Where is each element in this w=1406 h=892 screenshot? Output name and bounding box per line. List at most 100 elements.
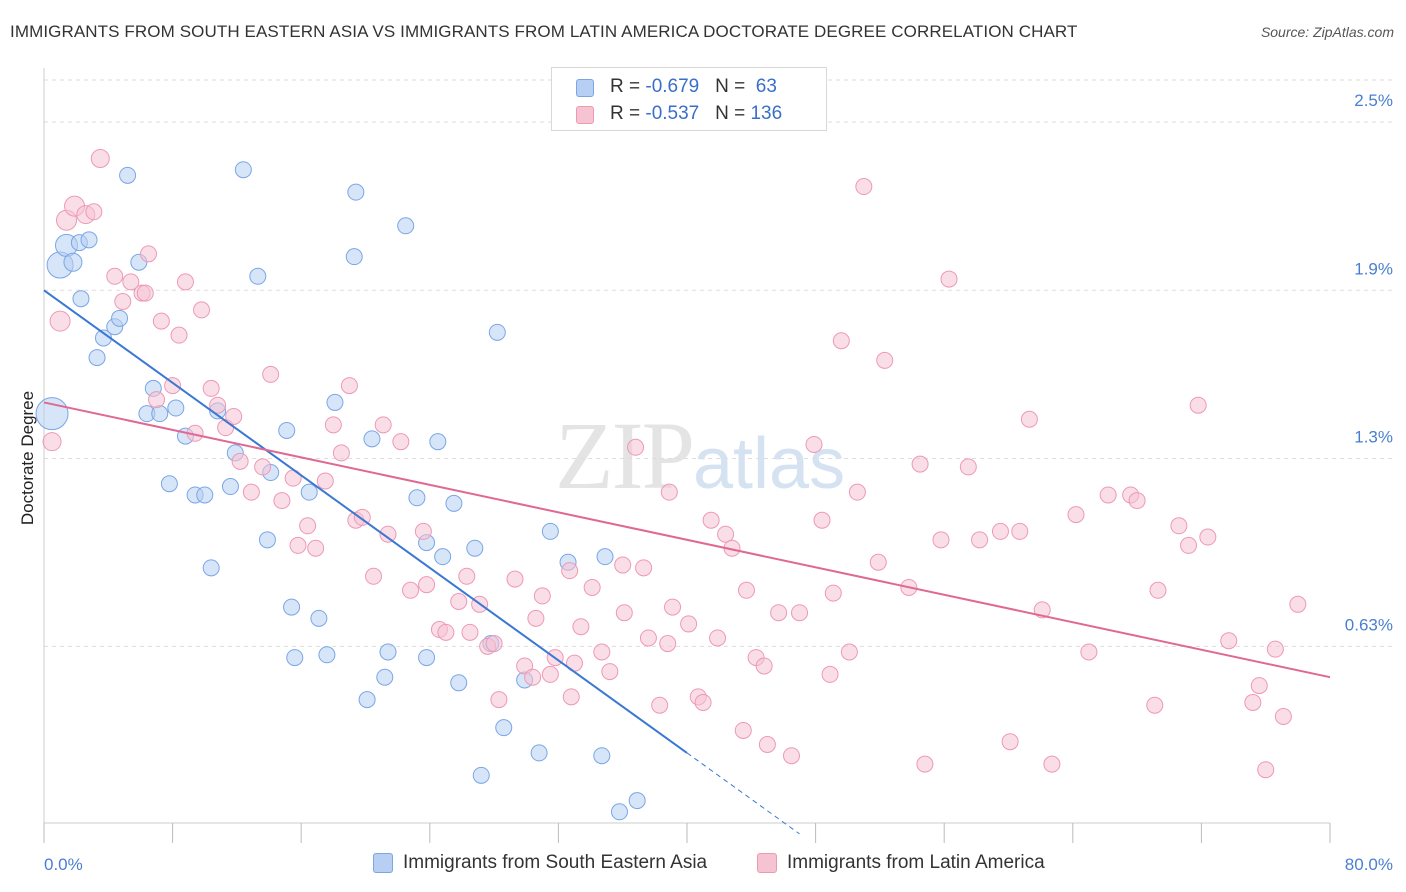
latin-point (932, 531, 950, 549)
bottom-legend-label-latin: Immigrants from Latin America (787, 852, 1045, 873)
y-axis-label: Doctorate Degree (18, 391, 37, 525)
asia-point (347, 183, 365, 201)
latin-point (231, 452, 249, 470)
latin-point (770, 604, 788, 622)
latin-point (307, 539, 325, 557)
latin-point (1244, 693, 1262, 711)
asia-point (593, 747, 611, 765)
latin-point (533, 587, 551, 605)
source-label: Source: ZipAtlas.com (1260, 24, 1394, 40)
asia-point (358, 691, 376, 709)
latin-point (414, 522, 432, 540)
latin-point (1180, 536, 1198, 554)
latin-point (737, 581, 755, 599)
asia-point (628, 792, 646, 810)
asia-point (397, 217, 415, 235)
asia-trend-extension (686, 752, 800, 835)
latin-point (374, 416, 392, 434)
latin-point (593, 643, 611, 661)
asia-point (596, 548, 614, 566)
latin-point (1001, 733, 1019, 751)
latin-point (562, 688, 580, 706)
asia-point (300, 483, 318, 501)
latin-point (1220, 632, 1238, 650)
latin-point (821, 665, 839, 683)
latin-point (782, 747, 800, 765)
latin-point (1266, 640, 1284, 658)
latin-point (490, 691, 508, 709)
bottom-legend-swatch-asia (373, 853, 393, 873)
latin-point (106, 267, 124, 285)
latin-point (1099, 486, 1117, 504)
latin-point (614, 556, 632, 574)
latin-point (402, 581, 420, 599)
latin-point (755, 657, 773, 675)
latin-point (848, 483, 866, 501)
latin-point (461, 623, 479, 641)
latin-point (418, 576, 436, 594)
latin-point (1149, 581, 1167, 599)
latin-point (262, 365, 280, 383)
trend-lines (43, 289, 1331, 835)
asia-point (202, 559, 220, 577)
latin-point (85, 203, 103, 221)
latin-point (911, 455, 929, 473)
asia-point (258, 531, 276, 549)
latin-point (114, 292, 132, 310)
latin-point (1250, 677, 1268, 695)
latin-point (664, 598, 682, 616)
watermark-atlas: atlas (693, 424, 846, 504)
latin-point (1199, 528, 1217, 546)
asia-point (379, 643, 397, 661)
latin-trend-line (43, 401, 1331, 679)
latin-point (805, 435, 823, 453)
asia-point (610, 803, 628, 821)
legend-swatch-asia (576, 79, 594, 97)
latin-point (164, 377, 182, 395)
latin-point (324, 416, 342, 434)
latin-point (209, 396, 227, 414)
asia-point (326, 393, 344, 411)
latin-point (627, 438, 645, 456)
asia-point (234, 161, 252, 179)
latin-point (1011, 522, 1029, 540)
asia-point (429, 433, 447, 451)
latin-point (583, 578, 601, 596)
latin-point (289, 536, 307, 554)
asia-point (221, 478, 239, 496)
legend: R = -0.679 N = 63 R = -0.537 N = 136 (551, 67, 827, 131)
latin-point (242, 483, 260, 501)
latin-point (694, 693, 712, 711)
latin-point (717, 525, 735, 543)
asia-point (196, 486, 214, 504)
latin-point (635, 559, 653, 577)
latin-point (991, 522, 1009, 540)
asia-point (283, 598, 301, 616)
latin-point (485, 635, 503, 653)
asia-point (450, 674, 468, 692)
tick-labels: 0.63% 1.3% 1.9% 2.5% 0.0% 80.0% (44, 91, 1393, 874)
asia-point (286, 649, 304, 667)
latin-point (1189, 396, 1207, 414)
asia-point (167, 399, 185, 417)
latin-point (273, 492, 291, 510)
y-tick-label: 1.9% (1354, 259, 1393, 278)
latin-point (572, 618, 590, 636)
latin-point (601, 663, 619, 681)
y-tick-label: 1.3% (1354, 428, 1393, 447)
latin-point (813, 511, 831, 529)
asia-trend-line (43, 289, 688, 754)
asia-point (63, 252, 83, 272)
latin-point (1257, 761, 1275, 779)
latin-point (42, 432, 62, 452)
latin-point (225, 407, 243, 425)
latin-point (340, 377, 358, 395)
latin-point (254, 458, 272, 476)
latin-point (1067, 506, 1085, 524)
y-tick-label: 2.5% (1354, 91, 1393, 110)
latin-point (1043, 755, 1061, 773)
latin-point (193, 301, 211, 319)
asia-point (88, 349, 106, 367)
latin-point (734, 721, 752, 739)
asia-point (72, 290, 90, 308)
